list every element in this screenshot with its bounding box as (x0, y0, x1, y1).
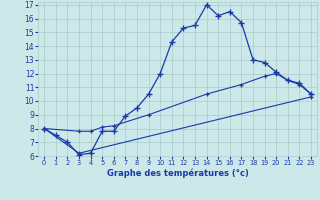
X-axis label: Graphe des températures (°c): Graphe des températures (°c) (107, 169, 249, 178)
